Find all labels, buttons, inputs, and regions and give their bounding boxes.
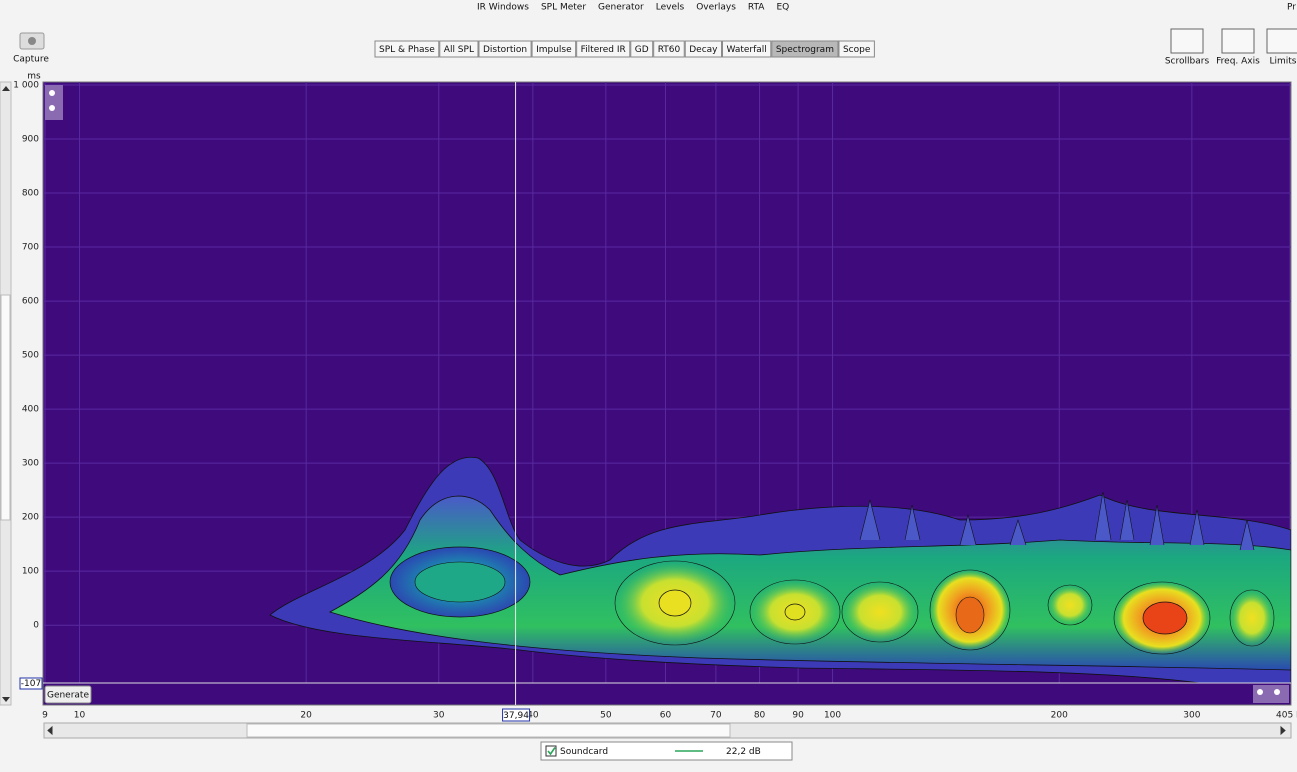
y-tick-label: 300 — [22, 459, 39, 469]
y-unit: ms — [27, 72, 41, 82]
cursor-label: 37,94 — [503, 711, 529, 721]
tab[interactable]: GD — [630, 40, 654, 58]
menu-item[interactable]: RTA — [748, 3, 765, 13]
legend-name[interactable]: Soundcard — [560, 747, 608, 757]
cursor-box — [502, 708, 531, 722]
x-tick-label: 50 — [600, 711, 612, 721]
y-tick-label: 400 — [22, 405, 39, 415]
menu-item[interactable]: Generator — [598, 3, 644, 13]
tab-background[interactable] — [374, 40, 440, 58]
x-tick-label: 200 — [1051, 711, 1068, 721]
legend-level[interactable]: 22,2 dB — [726, 747, 761, 757]
x-tick-label: 90 — [792, 711, 804, 721]
capture-label[interactable]: Capture — [13, 55, 49, 65]
tab-background[interactable] — [653, 40, 685, 58]
x-tick-label: 100 — [824, 711, 841, 721]
tool-button[interactable]: Limits — [1266, 28, 1297, 67]
menu-item[interactable]: SPL Meter — [541, 3, 586, 13]
tab[interactable]: SPL & Phase — [374, 40, 440, 58]
tool-label[interactable]: Scrollbars — [1165, 57, 1210, 67]
tab-label[interactable]: Scope — [843, 45, 871, 55]
tab[interactable]: Spectrogram — [771, 40, 839, 58]
y-tick-label: 200 — [22, 513, 39, 523]
tab[interactable]: Distortion — [478, 40, 532, 58]
legend-checkbox[interactable] — [545, 745, 557, 757]
menu-item[interactable]: EQ — [776, 3, 789, 13]
x-tick-label: 60 — [660, 711, 672, 721]
tab-label[interactable]: Impulse — [536, 45, 572, 55]
legend[interactable]: Soundcard 22,2 dB — [540, 741, 793, 761]
y-tick-label: 900 — [22, 135, 39, 145]
toolbar: Scrollbars Freq. Axis Limits — [1165, 28, 1297, 67]
tab-label[interactable]: Distortion — [483, 45, 527, 55]
tab-background[interactable] — [531, 40, 577, 58]
tab[interactable]: Filtered IR — [576, 40, 631, 58]
x-tick-label: 20 — [300, 711, 312, 721]
legend-check[interactable] — [547, 747, 556, 756]
menu-bar: IR Windows SPL Meter Generator Levels Overla… — [477, 3, 789, 13]
button-label[interactable]: Generate — [47, 691, 89, 701]
spectrogram — [269, 456, 1291, 683]
tab-background[interactable] — [684, 40, 723, 58]
tab-background[interactable] — [439, 40, 479, 58]
tab-label[interactable]: SPL & Phase — [379, 45, 435, 55]
tab[interactable]: Decay — [684, 40, 723, 58]
tab-background[interactable] — [576, 40, 631, 58]
tab-label[interactable]: All SPL — [444, 45, 474, 55]
x-tick-label: 9 — [42, 711, 48, 721]
y-tick-label: 600 — [22, 297, 39, 307]
tool-icon[interactable] — [1221, 28, 1255, 54]
tab-label[interactable]: GD — [635, 45, 649, 55]
plot-controls[interactable] — [45, 85, 1289, 703]
tab-background[interactable] — [771, 40, 839, 58]
y-tick-label: 800 — [22, 189, 39, 199]
tool-button[interactable]: Scrollbars — [1165, 28, 1210, 67]
menu-item[interactable]: Overlays — [696, 3, 736, 13]
menu-item[interactable]: IR Windows — [477, 3, 529, 13]
y-tick-label: 100 — [22, 567, 39, 577]
tool-label[interactable]: Freq. Axis — [1216, 57, 1260, 67]
tab[interactable]: Impulse — [531, 40, 577, 58]
tab[interactable]: Scope — [838, 40, 875, 58]
y-tick-label: 1 000 — [13, 81, 39, 91]
generate-button[interactable]: Generate — [44, 685, 92, 704]
x-tick-label: 30 — [433, 711, 445, 721]
tab[interactable]: All SPL — [439, 40, 479, 58]
x-tick-label: 80 — [754, 711, 766, 721]
x-tick-label: 40 — [527, 711, 539, 721]
capture-button[interactable]: Capture — [13, 32, 49, 65]
x-tick-label: 10 — [74, 711, 86, 721]
tool-button[interactable]: Freq. Axis — [1216, 28, 1260, 67]
tool-icon[interactable] — [1266, 28, 1297, 54]
tab-label[interactable]: Waterfall — [727, 45, 767, 55]
tab-bar: SPL & Phase All SPL Distortion Impulse Filte… — [374, 40, 875, 58]
tab-background[interactable] — [838, 40, 875, 58]
y-tick-label: 0 — [33, 621, 39, 631]
x-tick-label: 70 — [710, 711, 722, 721]
vertical-scrollbar[interactable] — [0, 81, 12, 706]
tab-label[interactable]: Filtered IR — [581, 45, 626, 55]
tab-background[interactable] — [630, 40, 654, 58]
tab-background[interactable] — [478, 40, 532, 58]
tab-label[interactable]: RT60 — [658, 45, 681, 55]
y-tick-label: 500 — [22, 351, 39, 361]
x-tick-label: 405 H — [1276, 711, 1297, 721]
tab[interactable]: RT60 — [653, 40, 685, 58]
tab-background[interactable] — [722, 40, 772, 58]
tab-label[interactable]: Spectrogram — [776, 45, 834, 55]
y-tick-label: 700 — [22, 243, 39, 253]
horizontal-scrollbar[interactable] — [43, 722, 1292, 739]
tab[interactable]: Waterfall — [722, 40, 772, 58]
x-tick-label: 300 — [1183, 711, 1200, 721]
ylim-box — [19, 677, 43, 690]
ylim-label: -107 — [21, 679, 41, 689]
menu-item[interactable]: Levels — [656, 3, 685, 13]
menu-item[interactable]: Pr — [1287, 3, 1296, 13]
tool-label[interactable]: Limits — [1270, 57, 1297, 67]
tab-label[interactable]: Decay — [689, 45, 718, 55]
tool-icon[interactable] — [1170, 28, 1204, 54]
